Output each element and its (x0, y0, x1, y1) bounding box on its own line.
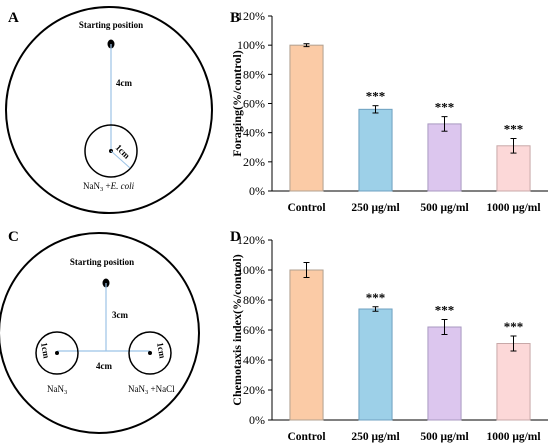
significance-label: *** (366, 290, 386, 305)
horizontal-distance-label-c: 4cm (96, 361, 112, 371)
target-zone-a (84, 124, 138, 178)
right-radius-label-c: 1cm (155, 342, 168, 360)
panel-a-diagram: A Starting position 4cm 1cm NaN3 +E. col… (5, 6, 213, 214)
y-tick-label: 40% (243, 353, 265, 367)
y-axis-label: Chemotaxis index(%/control) (230, 254, 244, 405)
y-tick-label: 80% (243, 67, 265, 81)
y-tick-label: 80% (243, 293, 265, 307)
y-tick-label: 20% (243, 155, 265, 169)
y-tick-label: 120% (237, 9, 265, 23)
category-label: 1000 μg/ml (486, 431, 540, 443)
right-zone-label-c: NaN3 +NaCl (128, 384, 175, 396)
y-tick-label: 120% (237, 233, 265, 247)
chart-d: D 0% 20% 40% 60% 80% 100% 120% Chemotaxis index(… (230, 229, 548, 443)
panel-a-letter: A (8, 10, 19, 26)
y-tick-label: 40% (243, 126, 265, 140)
category-label: 500 μg/ml (420, 431, 468, 443)
panel-letter: D (230, 229, 241, 245)
target-label-a: NaN3 +E. coli (83, 181, 135, 193)
bar (289, 44, 324, 192)
bar (427, 326, 462, 421)
significance-label: *** (504, 319, 524, 334)
radius-label-a: 1cm (114, 142, 133, 161)
starting-position-label-a: Starting position (79, 20, 143, 30)
y-tick-label: 60% (243, 97, 265, 111)
bar (289, 269, 324, 421)
bar (427, 123, 462, 192)
category-label: 1000 μg/ml (486, 202, 540, 214)
starting-position-label-c: Starting position (70, 257, 134, 267)
chart-b: B 0% 20% 40% 60% 80% 100% 120% Foraging(%/contro… (230, 9, 548, 214)
y-tick-label: 0% (249, 413, 265, 427)
y-tick-label: 20% (243, 383, 265, 397)
left-zone-center-c (55, 351, 59, 355)
category-label: 250 μg/ml (351, 431, 399, 443)
petri-dish-a (5, 6, 213, 214)
bar (496, 343, 531, 421)
panel-letter: B (230, 10, 240, 26)
bar (358, 308, 393, 421)
significance-label: *** (435, 303, 455, 318)
left-zone-c (35, 331, 79, 375)
right-zone-c (128, 331, 172, 375)
radius-line-a (110, 150, 131, 169)
category-label: Control (287, 431, 325, 443)
y-axis-label: Foraging(%/control) (230, 50, 244, 156)
bar (358, 108, 393, 192)
significance-label: *** (435, 100, 455, 115)
y-tick-label: 100% (237, 38, 265, 52)
panel-c-diagram: C Starting position 3cm 4cm 1cm 1cm NaN3… (0, 229, 200, 434)
category-label: Control (287, 202, 325, 214)
right-zone-center-c (148, 351, 152, 355)
vertical-distance-label-c: 3cm (112, 310, 128, 320)
y-tick-label: 60% (243, 323, 265, 337)
petri-dish-c (0, 232, 200, 434)
category-label: 250 μg/ml (351, 202, 399, 214)
significance-label: *** (366, 89, 386, 104)
left-radius-label-c: 1cm (39, 342, 52, 360)
left-zone-label-c: NaN3 (47, 384, 67, 396)
category-label: 500 μg/ml (420, 202, 468, 214)
significance-label: *** (504, 122, 524, 137)
y-tick-label: 0% (249, 184, 265, 198)
y-tick-label: 100% (237, 263, 265, 277)
distance-label-a: 4cm (116, 78, 132, 88)
panel-c-letter: C (8, 229, 19, 245)
